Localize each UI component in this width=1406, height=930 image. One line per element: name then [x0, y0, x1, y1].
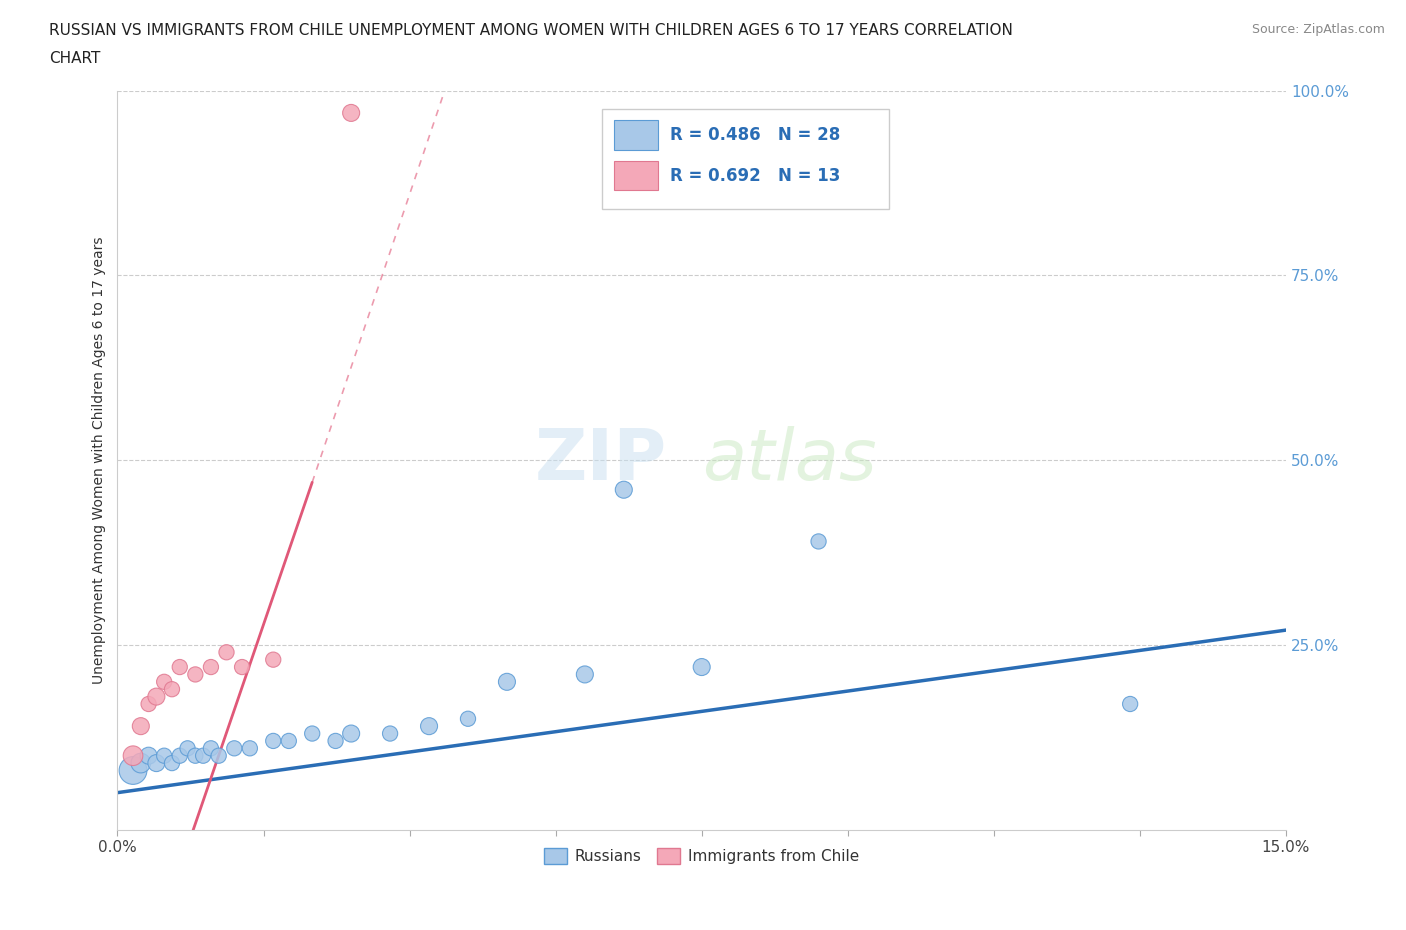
- Point: [301, 726, 323, 741]
- FancyBboxPatch shape: [602, 109, 889, 209]
- Y-axis label: Unemployment Among Women with Children Ages 6 to 17 years: Unemployment Among Women with Children A…: [93, 236, 107, 684]
- Point: [340, 105, 363, 120]
- Point: [690, 659, 713, 674]
- Point: [184, 667, 207, 682]
- Point: [457, 711, 479, 726]
- Point: [277, 734, 299, 749]
- Point: [231, 659, 253, 674]
- Point: [138, 697, 160, 711]
- Point: [129, 719, 152, 734]
- Text: atlas: atlas: [702, 426, 876, 495]
- Point: [145, 756, 167, 771]
- Text: R = 0.486   N = 28: R = 0.486 N = 28: [671, 126, 841, 144]
- Point: [122, 749, 145, 764]
- Text: CHART: CHART: [49, 51, 101, 66]
- Point: [574, 667, 596, 682]
- Point: [169, 659, 191, 674]
- FancyBboxPatch shape: [614, 120, 658, 150]
- Point: [160, 756, 183, 771]
- Point: [1119, 697, 1142, 711]
- Point: [138, 749, 160, 764]
- Point: [224, 741, 246, 756]
- Point: [262, 652, 284, 667]
- Point: [176, 741, 198, 756]
- Text: Source: ZipAtlas.com: Source: ZipAtlas.com: [1251, 23, 1385, 36]
- Text: R = 0.692   N = 13: R = 0.692 N = 13: [671, 166, 841, 185]
- Point: [208, 749, 231, 764]
- Point: [496, 674, 519, 689]
- Point: [153, 749, 176, 764]
- Point: [160, 682, 183, 697]
- Point: [191, 749, 214, 764]
- Point: [200, 659, 222, 674]
- Point: [153, 674, 176, 689]
- Point: [145, 689, 167, 704]
- Point: [807, 534, 830, 549]
- Point: [239, 741, 262, 756]
- Point: [129, 756, 152, 771]
- Point: [200, 741, 222, 756]
- Point: [613, 483, 636, 498]
- Point: [215, 644, 238, 659]
- Point: [169, 749, 191, 764]
- Point: [340, 726, 363, 741]
- Point: [325, 734, 347, 749]
- Text: ZIP: ZIP: [534, 426, 666, 495]
- FancyBboxPatch shape: [614, 161, 658, 191]
- Point: [184, 749, 207, 764]
- Point: [122, 763, 145, 777]
- Point: [418, 719, 440, 734]
- Point: [378, 726, 401, 741]
- Legend: Russians, Immigrants from Chile: Russians, Immigrants from Chile: [538, 842, 865, 870]
- Point: [262, 734, 284, 749]
- Text: RUSSIAN VS IMMIGRANTS FROM CHILE UNEMPLOYMENT AMONG WOMEN WITH CHILDREN AGES 6 T: RUSSIAN VS IMMIGRANTS FROM CHILE UNEMPLO…: [49, 23, 1014, 38]
